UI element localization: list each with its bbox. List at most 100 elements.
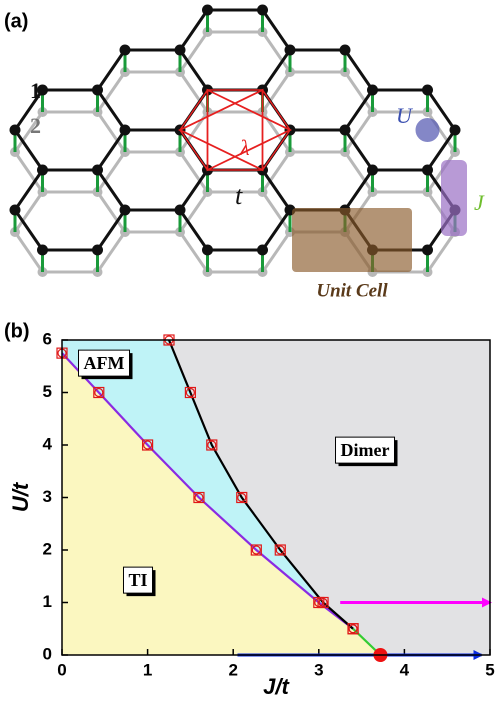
top-site xyxy=(174,204,186,216)
bottom-bond xyxy=(426,231,457,273)
data-marker xyxy=(143,440,153,450)
top-site xyxy=(92,164,103,176)
panel-label: (a) xyxy=(4,10,28,32)
data-marker xyxy=(236,491,248,504)
top-bond xyxy=(96,169,127,211)
top-bond xyxy=(178,49,209,91)
top-site xyxy=(257,244,268,256)
interlayer-j xyxy=(441,160,467,236)
top-site xyxy=(119,124,131,136)
top-site xyxy=(422,244,433,256)
top-bond xyxy=(343,89,374,131)
top-bond xyxy=(261,49,292,91)
bottom-bond xyxy=(96,111,127,153)
top-bond xyxy=(96,89,127,131)
top-bond xyxy=(178,9,209,51)
unit-cell xyxy=(292,208,412,272)
top-bond xyxy=(343,129,374,171)
data-marker xyxy=(184,386,196,399)
data-marker xyxy=(206,439,218,451)
top-site xyxy=(119,44,131,56)
y-tick-label: 6 xyxy=(43,329,52,348)
hopping-lambda xyxy=(177,88,264,172)
bottom-bond xyxy=(96,151,127,193)
layer-label: 2 xyxy=(30,113,41,138)
region-label-box xyxy=(335,436,395,464)
top-bond xyxy=(343,49,374,91)
bottom-bond xyxy=(261,191,292,233)
top-site xyxy=(9,124,21,136)
top-site xyxy=(422,84,433,96)
y-axis-title: U/t xyxy=(8,481,33,512)
top-site xyxy=(367,84,378,96)
hopping-t-label: t xyxy=(235,181,243,210)
data-marker xyxy=(348,624,358,634)
top-bond xyxy=(261,9,292,51)
lattice-panel xyxy=(9,4,467,277)
j-label: J xyxy=(474,190,485,215)
bottom-bond xyxy=(343,111,374,153)
data-marker xyxy=(207,440,217,450)
data-marker xyxy=(237,492,247,503)
hopping-lambda xyxy=(179,89,291,171)
data-marker xyxy=(193,491,205,504)
top-bond xyxy=(343,169,374,211)
bottom-bond xyxy=(261,31,292,73)
x-tick-label: 0 xyxy=(57,660,66,679)
top-bond xyxy=(178,209,209,251)
data-marker xyxy=(317,596,329,609)
data-marker xyxy=(318,597,328,608)
bottom-bond xyxy=(13,231,44,273)
bottom-bond xyxy=(178,151,209,193)
top-bond xyxy=(13,209,44,251)
y-tick-label: 4 xyxy=(43,434,53,453)
bottom-bond xyxy=(261,151,292,193)
top-site xyxy=(422,164,433,176)
bottom-bond xyxy=(178,71,209,113)
bottom-bond xyxy=(426,111,457,153)
top-site xyxy=(202,244,213,256)
top-bond xyxy=(13,129,44,171)
top-site xyxy=(367,164,378,176)
top-bond xyxy=(96,49,127,91)
y-tick-label: 5 xyxy=(43,382,52,401)
hubbard-u xyxy=(415,118,440,142)
data-marker xyxy=(251,545,261,555)
top-site xyxy=(92,244,103,256)
bottom-bond xyxy=(178,191,209,233)
data-marker xyxy=(347,623,359,635)
y-tick-label: 3 xyxy=(43,487,52,506)
data-marker xyxy=(250,544,262,556)
x-tick-label: 5 xyxy=(485,660,494,679)
bottom-bond xyxy=(178,31,209,73)
top-site xyxy=(202,4,213,16)
bottom-bond xyxy=(343,151,374,193)
bottom-bond xyxy=(13,151,44,193)
top-site xyxy=(9,204,21,216)
top-site xyxy=(37,244,48,256)
bottom-bond xyxy=(343,71,374,113)
top-site xyxy=(284,44,296,56)
top-site xyxy=(37,84,48,96)
top-bond xyxy=(426,89,457,131)
lambda-label: λ xyxy=(239,135,250,160)
x-tick-label: 1 xyxy=(143,660,152,679)
top-site xyxy=(257,4,268,16)
top-bond xyxy=(96,209,127,251)
data-marker xyxy=(194,492,204,503)
top-site xyxy=(449,124,461,136)
bottom-bond xyxy=(96,191,127,233)
data-marker xyxy=(93,386,105,399)
data-marker xyxy=(314,597,324,608)
bottom-bond xyxy=(261,231,292,273)
y-tick-label: 0 xyxy=(43,644,52,663)
y-tick-label: 2 xyxy=(43,539,52,558)
bottom-bond xyxy=(96,231,127,273)
top-bond xyxy=(261,209,292,251)
data-marker xyxy=(142,439,154,451)
region-label-box xyxy=(122,566,154,594)
data-marker xyxy=(185,387,195,398)
top-site xyxy=(119,204,131,216)
top-bond xyxy=(13,169,44,211)
